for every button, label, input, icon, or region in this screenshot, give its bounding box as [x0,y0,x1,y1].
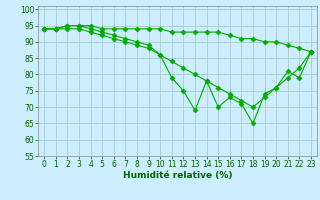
X-axis label: Humidité relative (%): Humidité relative (%) [123,171,232,180]
